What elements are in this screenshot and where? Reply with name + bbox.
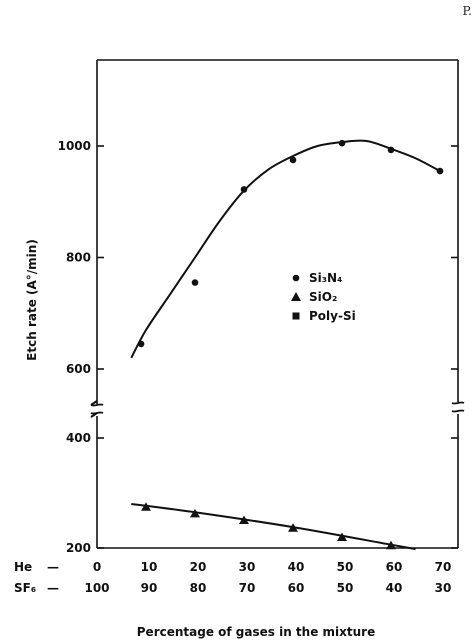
y-tick-label-lower-1: 400 [66,431,91,445]
point-triangle-0 [141,502,151,511]
y-tick-label-upper-0: 600 [66,362,91,376]
plot-frame [96,59,459,549]
x-tick-label-1-4: 60 [288,581,305,595]
x-tick-label-1-1: 90 [141,581,158,595]
axis-break-right [451,401,465,413]
point-triangle-5 [386,540,396,550]
fit-curve-circle [130,139,441,359]
y-tick-label-upper-2: 1000 [58,139,91,153]
x-tick-label-1-2: 80 [190,581,207,595]
y-tick-label-lower-0: 200 [66,541,91,555]
x-row-name-1: SF₆ [14,581,36,595]
x-tick-label-0-3: 30 [239,560,256,574]
x-tick-label-1-6: 40 [386,581,403,595]
x-tick-label-1-3: 70 [239,581,256,595]
x-tick-label-0-4: 40 [288,560,305,574]
point-circle-3 [289,156,297,164]
x-axis-label: Percentage of gases in the mixture [137,625,375,639]
legend-marker-circle [292,274,300,282]
x-tick-label-0-6: 60 [386,560,403,574]
legend-label-square: Poly-Si [309,309,356,323]
legend-marker-square [292,312,300,320]
x-row-name-0: He [14,560,32,574]
x-tick-label-0-2: 20 [190,560,207,574]
legend-label-triangle: SiO₂ [309,290,337,304]
point-circle-1 [191,279,199,286]
page-corner-text: P. [462,4,472,18]
legend-label-circle: Si₃N₄ [309,271,342,285]
legend: Si₃N₄ SiO₂ Poly-Si [291,271,356,323]
x-axis-rows: He — 0 10 20 30 40 50 60 70 SF₆ — 100 90 80 70 60 50 40 30 [14,560,451,595]
y-axis-label: Etch rate (A°/min) [25,239,39,361]
legend-marker-triangle [291,292,301,301]
x-tick-label-0-5: 50 [337,560,354,574]
point-circle-5 [387,146,395,154]
x-row-dash-1: — [47,581,59,595]
y-ticks: 200 400 600 800 1000 [58,139,458,555]
axis-break-marks [90,400,465,418]
x-row-dash-0: — [47,560,59,574]
y-tick-label-upper-1: 800 [66,251,91,265]
fit-curve-triangle [131,503,416,551]
point-triangle-2 [239,515,249,524]
data-points [137,139,444,550]
point-circle-0 [137,340,145,348]
point-circle-2 [240,186,248,193]
x-tick-label-0-7: 70 [435,560,452,574]
point-triangle-3 [288,523,298,532]
x-tick-label-1-5: 50 [337,581,354,595]
x-tick-label-1-7: 30 [435,581,452,595]
x-tick-label-0-1: 10 [141,560,158,574]
axis-break-left [90,400,98,418]
axis-break-left-tail [90,403,104,415]
x-tick-label-0-0: 0 [93,560,101,574]
fit-curves [130,139,441,551]
point-circle-4 [338,139,346,147]
x-tick-label-1-0: 100 [84,581,109,595]
point-triangle-4 [337,532,347,542]
point-circle-6 [436,167,444,175]
point-triangle-1 [190,508,200,518]
